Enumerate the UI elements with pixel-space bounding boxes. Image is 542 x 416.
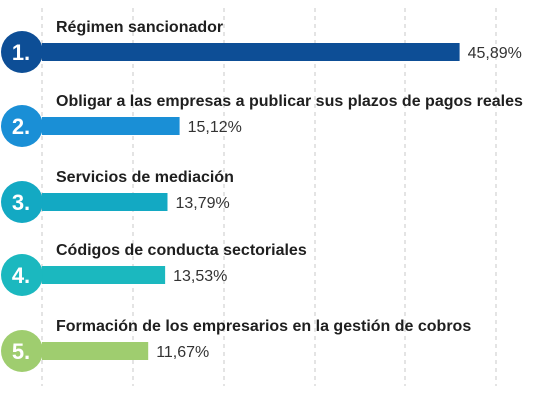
rank-badge xyxy=(1,105,43,147)
rank-badge xyxy=(1,330,43,372)
bar-row: 3. Servicios de mediación 13,79% xyxy=(1,169,234,223)
value-label: 15,12% xyxy=(188,119,242,136)
rank-badge xyxy=(1,31,43,73)
value-label: 13,53% xyxy=(173,268,227,285)
category-label: Obligar a las empresas a publicar sus pl… xyxy=(56,93,523,110)
rank-label: 4. xyxy=(12,263,30,288)
category-label: Formación de los empresarios en la gesti… xyxy=(56,318,471,335)
bar xyxy=(42,117,180,135)
bar-row: 4. Códigos de conducta sectoriales 13,53% xyxy=(1,242,307,296)
bar xyxy=(42,266,166,284)
bar xyxy=(42,193,168,211)
rank-badge xyxy=(1,181,43,223)
gridlines xyxy=(41,8,497,386)
category-label: Códigos de conducta sectoriales xyxy=(56,242,307,259)
value-label: 11,67% xyxy=(156,344,209,361)
value-label: 45,89% xyxy=(468,45,522,62)
bar-row: 5. Formación de los empresarios en la ges… xyxy=(1,318,471,372)
category-label: Servicios de mediación xyxy=(56,169,234,186)
rank-label: 5. xyxy=(12,339,30,364)
rank-badge xyxy=(1,254,43,296)
bar xyxy=(42,43,460,61)
rank-label: 1. xyxy=(12,40,30,65)
rank-label: 3. xyxy=(12,190,30,215)
bar-row: 2. Obligar a las empresas a publicar sus … xyxy=(1,93,523,147)
value-label: 13,79% xyxy=(175,195,229,212)
category-label: Régimen sancionador xyxy=(56,19,223,36)
rank-label: 2. xyxy=(12,114,30,139)
bar xyxy=(42,342,149,360)
bar-row: 1. Régimen sancionador 45,89% xyxy=(1,19,522,73)
